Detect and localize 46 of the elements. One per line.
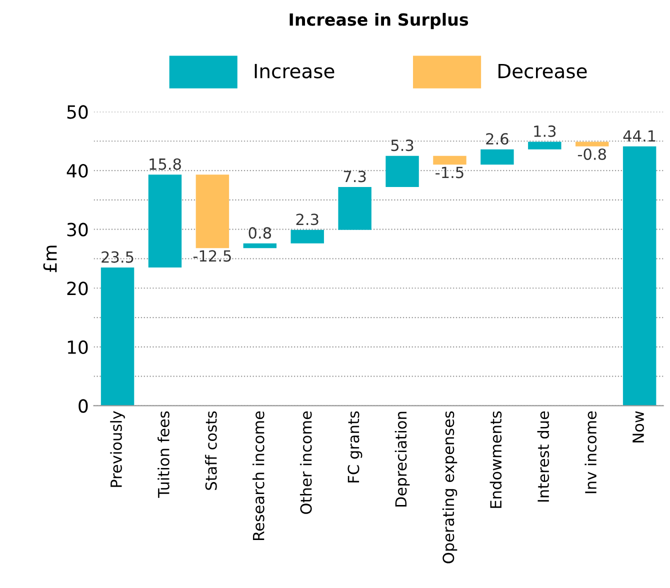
y-tick-label: 40 (66, 164, 88, 178)
data-label: -1.5 (436, 166, 464, 178)
y-tick-label: 30 (67, 222, 88, 236)
bar (338, 186, 372, 230)
data-label: 7.3 (344, 170, 366, 182)
y-axis-title: £m (43, 246, 57, 272)
bar (480, 149, 514, 165)
bar (196, 174, 230, 248)
chart-title: Increase in Surplus (290, 12, 468, 30)
x-tick-label: Now (632, 411, 644, 442)
bar (576, 142, 609, 146)
data-label: 2.3 (296, 214, 318, 226)
x-tick-label: Other income (300, 411, 312, 514)
data-label: 15.8 (150, 158, 181, 170)
x-tick-label: Research income (252, 411, 264, 540)
data-label: 1.3 (534, 125, 556, 137)
bar (243, 243, 277, 248)
bar (148, 174, 182, 268)
x-tick-label: Inv income (584, 411, 597, 494)
x-tick-label: FC grants (348, 411, 362, 482)
data-label: -12.5 (193, 250, 231, 262)
y-tick-label: 0 (78, 399, 88, 413)
data-label: -0.8 (578, 148, 606, 160)
data-label: 44.1 (623, 130, 656, 142)
bar (433, 156, 466, 165)
y-tick-label: 20 (67, 282, 88, 296)
bar (386, 156, 419, 187)
data-label: 23.5 (102, 251, 134, 263)
legend-label: Decrease (498, 64, 587, 78)
y-tick-label: 10 (68, 340, 88, 354)
x-tick-label: Operating expenses (442, 411, 458, 564)
bar (528, 142, 562, 150)
bar (290, 230, 324, 244)
data-label: 5.3 (391, 140, 414, 152)
x-tick-label: Staff costs (205, 411, 217, 490)
x-tick-label: Depreciation (394, 412, 410, 507)
data-label: 2.6 (486, 133, 508, 145)
y-tick-label: 50 (67, 105, 88, 119)
x-tick-label: Previously (110, 411, 125, 487)
x-tick-label: Endowments (490, 411, 502, 508)
x-tick-label: Interest due (537, 411, 550, 502)
legend-label: Increase (254, 64, 334, 78)
bar (100, 268, 134, 406)
x-tick-label: Tuition fees (158, 411, 170, 498)
bar (622, 146, 656, 406)
data-label: 0.8 (248, 227, 272, 239)
